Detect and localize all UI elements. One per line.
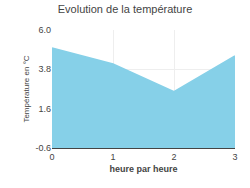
svg-text:6.0: 6.0: [38, 25, 51, 35]
svg-text:Température en °C: Température en °C: [22, 55, 31, 122]
svg-text:1.6: 1.6: [38, 104, 51, 114]
svg-text:1: 1: [110, 152, 115, 162]
svg-text:3.8: 3.8: [38, 64, 51, 74]
svg-text:heure par heure: heure par heure: [109, 164, 177, 174]
svg-text:2: 2: [171, 152, 176, 162]
svg-text:Evolution de la température: Evolution de la température: [58, 3, 193, 15]
svg-text:3: 3: [232, 152, 237, 162]
svg-text:-0.6: -0.6: [35, 143, 51, 153]
svg-text:0: 0: [49, 152, 54, 162]
